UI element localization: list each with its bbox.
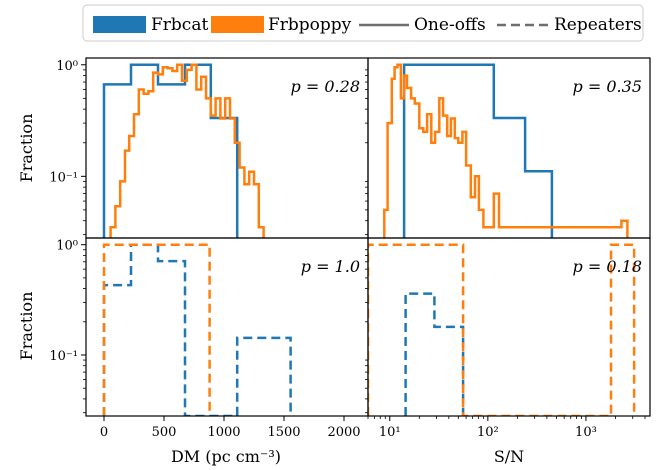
- ylabel-top: Fraction: [17, 114, 36, 183]
- legend-frbcat-label: Frbcat: [151, 15, 208, 35]
- x-tick-label: 500: [152, 425, 177, 440]
- panel-dm-repeaters: 0 500 1000 1500 2000 10⁰ 10⁻¹ p = 1.0: [49, 237, 369, 440]
- legend-oneoffs-label: One-offs: [414, 15, 486, 35]
- y-tick-label: 10⁻¹: [49, 170, 78, 185]
- series-frbcat-solid: [102, 63, 239, 238]
- axes-frame: [367, 237, 651, 417]
- series-frbpoppy-dashed: [102, 243, 211, 416]
- legend-frbpoppy-label: Frbpoppy: [268, 15, 352, 35]
- xlabel-dm: DM (pc cm⁻³): [171, 447, 281, 466]
- legend-repeaters-label: Repeaters: [554, 15, 642, 35]
- series-frbcat-solid: [402, 63, 554, 238]
- series-frbpoppy-solid: [109, 63, 265, 238]
- y-tick-label: 10⁰: [56, 239, 78, 254]
- p-value-annotation: p = 0.18: [573, 257, 642, 276]
- legend-frbpoppy-swatch: [211, 16, 264, 33]
- x-tick-label: 1500: [267, 425, 300, 440]
- p-value-annotation: p = 0.35: [573, 77, 642, 96]
- panel-sn-one-offs: p = 0.35: [365, 57, 651, 239]
- y-tick-label: 10⁻¹: [49, 349, 78, 364]
- y-tick-label: 10⁰: [56, 59, 78, 74]
- series-frbpoppy-solid: [383, 63, 629, 238]
- legend-frbcat-swatch: [93, 16, 146, 33]
- x-tick-label: 10¹: [379, 425, 401, 440]
- panel-sn-repeaters: 10¹ 10² 10³ p = 0.18: [365, 237, 651, 440]
- x-tick-label: 0: [100, 425, 108, 440]
- x-tick-label: 1000: [207, 425, 240, 440]
- x-tick-label: 10³: [575, 425, 597, 440]
- series-frbcat-dashed: [404, 292, 465, 416]
- x-tick-label: 10²: [477, 425, 499, 440]
- x-tick-label: 2000: [327, 425, 360, 440]
- series-frbpoppy-dashed: [368, 243, 636, 416]
- p-value-annotation: p = 1.0: [301, 257, 360, 276]
- xlabel-sn: S/N: [494, 447, 524, 466]
- p-value-annotation: p = 0.28: [291, 77, 360, 96]
- panel-dm-one-offs: 10⁰ 10⁻¹ p = 0.28: [49, 57, 369, 239]
- series-frbcat-dashed: [102, 243, 292, 416]
- legend: Frbcat Frbpoppy One-offs Repeaters: [82, 4, 644, 42]
- ylabel-bottom: Fraction: [17, 292, 36, 361]
